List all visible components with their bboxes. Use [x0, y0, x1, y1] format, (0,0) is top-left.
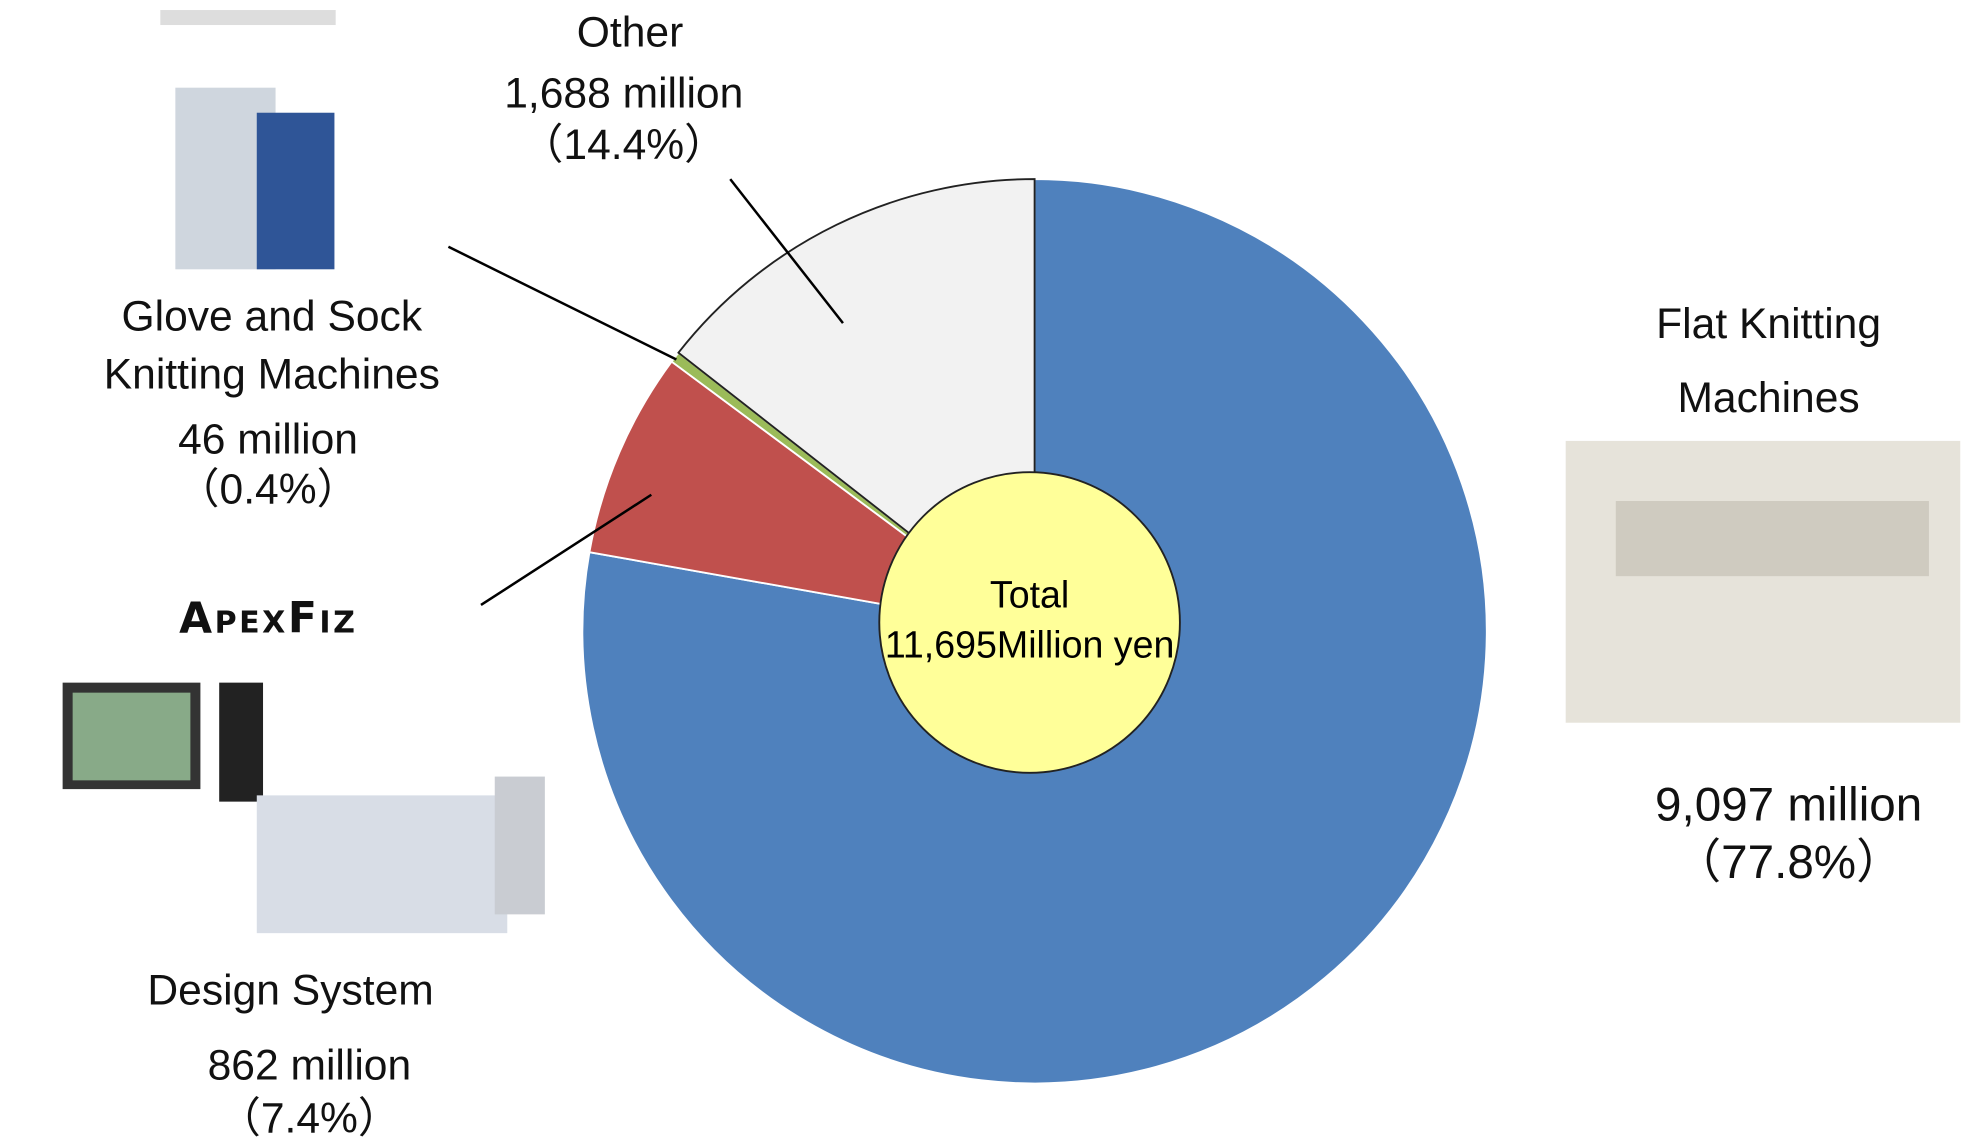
value-label: 9,097 million — [1655, 779, 1923, 832]
leader-line — [447, 245, 677, 361]
image — [1565, 440, 1961, 723]
leader-line — [480, 493, 653, 607]
image — [256, 112, 335, 270]
center-circle — [878, 471, 1181, 774]
center-label: 11,695Million yen — [885, 623, 1175, 665]
image — [256, 795, 508, 934]
category-label: Other — [576, 8, 684, 57]
percent-label: （14.4%） — [520, 121, 727, 170]
product-images — [62, 10, 1961, 934]
logo: ApexFiz — [179, 593, 358, 644]
category-label: Glove and Sock Knitting Machines — [103, 293, 440, 399]
value-label: 1,688 million — [504, 70, 744, 118]
value-label: 862 million — [207, 1042, 412, 1090]
percent-label: （7.4%） — [218, 1094, 401, 1141]
leader-line — [729, 178, 844, 324]
value-label: 46 million — [178, 415, 358, 464]
center-label: Total — [990, 573, 1069, 615]
image — [72, 692, 191, 781]
category-label: Design System — [147, 966, 434, 1015]
image — [1615, 501, 1929, 577]
category-label: Flat Knitting Machines — [1656, 300, 1882, 423]
image — [494, 776, 545, 915]
percent-label: （0.4%） — [176, 465, 360, 514]
percent-label: （77.8%） — [1673, 836, 1904, 890]
image — [219, 682, 264, 802]
image — [160, 10, 336, 26]
